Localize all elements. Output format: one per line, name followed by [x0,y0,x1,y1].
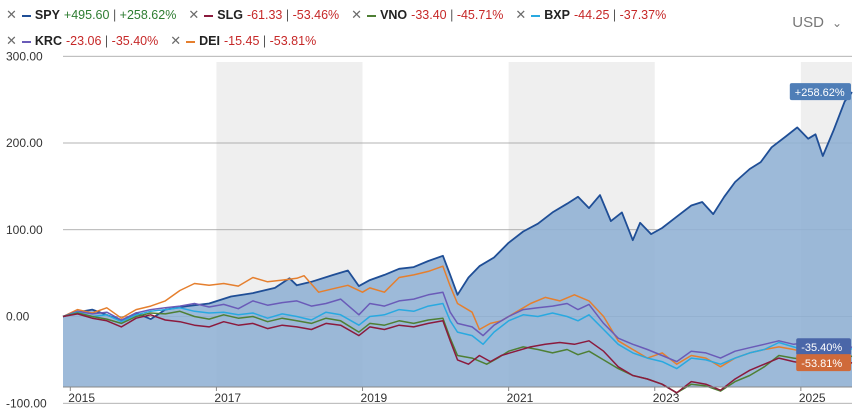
series-swatch [204,14,214,17]
y-tick-label: 300.00 [6,49,43,63]
currency-label: USD [792,14,824,31]
remove-icon[interactable]: ✕ [188,7,200,22]
end-value-tag-krc: -35.40% [796,338,851,356]
x-tick-label: 2021 [507,391,534,405]
legend-item-spy: ✕ SPY +495.60 | +258.62% [6,7,177,22]
end-value-tag-label: -53.81% [801,358,842,370]
legend-ticker: SLG [217,8,243,22]
y-tick-label: 0.00 [6,310,30,324]
legend-ticker: VNO [380,8,408,22]
y-tick-label: 200.00 [6,136,43,150]
x-tick-label: 2025 [799,391,826,405]
end-value-tag-dei: -53.81% [796,354,851,372]
end-value-tag-label: -35.40% [801,342,842,354]
remove-icon[interactable]: ✕ [351,7,363,22]
legend-item-bxp: ✕ BXP -44.25 | -37.37% [515,7,667,22]
legend-change: -15.45 [223,34,260,48]
series-line-slg [62,313,853,394]
series-line-krc [62,291,853,363]
series-swatch [21,40,31,43]
remove-icon[interactable]: ✕ [170,33,182,48]
legend-pct: -35.40% [111,34,159,48]
series-line-vno [62,310,853,394]
x-tick-label: 2017 [214,391,241,405]
legend-pct: -53.46% [292,8,340,22]
legend-pct: +258.62% [119,8,177,22]
legend-item-slg: ✕ SLG -61.33 | -53.46% [188,7,340,22]
legend-ticker: BXP [544,8,570,22]
end-value-tag-label: +258.62% [795,87,845,99]
legend-pct: -37.37% [619,8,667,22]
legend-change: -33.40 [411,8,447,22]
currency-selector[interactable]: USD ⌄ [792,14,842,31]
end-value-tag-spy: +258.62% [789,83,851,101]
legend-ticker: DEI [199,34,220,48]
remove-icon[interactable]: ✕ [6,7,17,22]
chevron-down-icon: ⌄ [831,16,842,30]
series-swatch [186,40,196,43]
legend-item-vno: ✕ VNO -33.40 | -45.71% [351,7,504,22]
legend-ticker: KRC [34,34,62,48]
y-tick-label: -100.00 [6,396,47,409]
legend-item-dei: ✕ DEI -15.45 | -53.81% [170,33,317,48]
legend-pct: -53.81% [269,34,317,48]
legend-change: -23.06 [66,34,102,48]
legend-pct: -45.71% [456,8,504,22]
series-swatch [21,14,31,17]
series-line-bxp [62,302,853,370]
series-swatch [531,14,541,17]
x-tick-label: 2019 [361,391,388,405]
y-tick-label: 100.00 [6,223,43,237]
legend-ticker: SPY [34,8,60,22]
remove-icon[interactable]: ✕ [515,7,527,22]
series-line-spy [62,91,853,322]
legend: ✕ SPY +495.60 | +258.62% ✕ SLG -61.33 | -53.4… [6,2,766,54]
series-swatch [367,14,377,17]
legend-change: -44.25 [573,8,610,22]
remove-icon[interactable]: ✕ [6,33,17,48]
x-tick-label: 2015 [68,391,95,405]
end-value-tag-bg [789,83,851,101]
x-tick-label: 2023 [653,391,680,405]
legend-change: -61.33 [246,8,283,22]
series-area-spy [63,92,852,387]
legend-change: +495.60 [63,8,110,22]
end-value-tag-bg [796,338,851,356]
end-value-tag-bg [796,354,851,372]
legend-item-krc: ✕ KRC -23.06 | -35.40% [6,33,159,48]
